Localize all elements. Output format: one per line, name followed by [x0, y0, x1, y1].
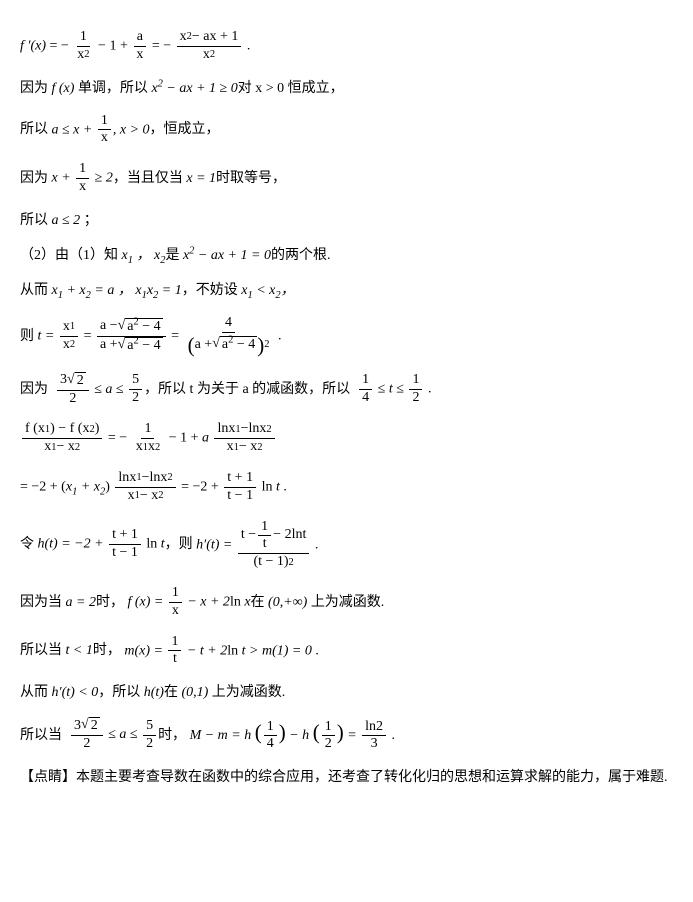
equation-line-11: = −2 + (x1 + x2) ln x1 − ln x2 x1 − x2 =…	[20, 470, 673, 505]
text: （2）由（1）知	[20, 245, 118, 266]
math-expr: = −2 + (x1 + x2) ln x1 − ln x2 x1 − x2 =…	[20, 470, 287, 505]
math-expr: x + 1x ≥ 2	[48, 161, 113, 196]
text: ，当且仅当	[113, 168, 183, 189]
text-line-9: 因为 322 ≤ a ≤ 52 ，所以 t 为关于 a 的减函数，所以 14 ≤…	[20, 372, 673, 408]
text: 时，	[96, 592, 124, 613]
math-expr: M − m = h (14) − h (12) = ln 23 .	[186, 717, 395, 753]
text: 从而	[20, 682, 48, 703]
math-expr: x1 + x2 = a ， x1x2 = 1	[48, 280, 182, 301]
text-line-15: 从而 h′(t) < 0 ，所以 h(t) 在 (0,1) 上为减函数.	[20, 682, 673, 703]
math-expr: f (x1) − f (x2) x1 − x2 = − 1x1x2 − 1 + …	[20, 421, 277, 456]
text: 因为当	[20, 592, 62, 613]
equation-line-10: f (x1) − f (x2) x1 − x2 = − 1x1x2 − 1 + …	[20, 421, 673, 456]
comment-line: 【点睛】本题主要考查导数在函数中的综合应用，还考查了转化化归的思想和运算求解的能…	[20, 767, 673, 788]
math-expr: h′(t) < 0	[48, 682, 98, 703]
text: ，不妨设	[182, 280, 238, 301]
text: ；	[84, 210, 98, 231]
equation-line-12: 令 h(t) = −2 + t + 1t − 1 ln t ，则 h′(t) =…	[20, 519, 673, 571]
text: 所以	[20, 210, 48, 231]
math-expr: x = 1	[183, 168, 216, 189]
text: 时，	[158, 725, 186, 746]
text: 在 (0,+∞) 上为减函数.	[251, 592, 385, 613]
text: ，恒成立，	[150, 119, 220, 140]
text: 所以当	[20, 725, 62, 746]
text-line-7: 从而 x1 + x2 = a ， x1x2 = 1 ，不妨设 x1 < x2，	[20, 280, 673, 301]
text: 的两个根.	[271, 245, 331, 266]
equation-line-8: 则 t = x1x2 = a − a2 − 4 a + a2 − 4 = 4 (…	[20, 315, 673, 358]
math-expr: f (x) = 1x − x + 2ln x	[124, 585, 251, 620]
math-expr: h′(t) = t − 1t − 2ln t (t − 1)2 .	[193, 519, 319, 571]
math-expr: x1 ， x2	[118, 245, 165, 266]
text: 对 x > 0 恒成立，	[238, 78, 344, 99]
math-expr: a ≤ x + 1x, x > 0	[48, 113, 150, 148]
text-line-14: 所以当 t < 1 时， m(x) = 1t − t + 2ln t > m(1…	[20, 634, 673, 669]
math-expr: 322 ≤ a ≤ 52	[48, 372, 144, 408]
text: 在 (0,1) 上为减函数.	[164, 682, 285, 703]
text: 【点睛】本题主要考查导数在函数中的综合应用，还考查了转化化归的思想和运算求解的能…	[20, 767, 668, 788]
math-expr: t = x1x2 = a − a2 − 4 a + a2 − 4 = 4 (a …	[34, 315, 282, 358]
math-expr: x2 − ax + 1 = 0	[179, 245, 271, 266]
text-line-6: （2）由（1）知 x1 ， x2 是 x2 − ax + 1 = 0 的两个根.	[20, 245, 673, 266]
math-expr: f ′(x) = − 1x2 − 1 + ax = − x2 − ax + 1x…	[20, 29, 250, 64]
text: 所以当	[20, 640, 62, 661]
text: 则	[20, 326, 34, 347]
text: 因为	[20, 78, 48, 99]
text-line-3: 所以 a ≤ x + 1x, x > 0 ，恒成立，	[20, 113, 673, 148]
text: ，所以 t 为关于 a 的减函数，所以	[144, 379, 350, 400]
text: 从而	[20, 280, 48, 301]
text: 因为	[20, 168, 48, 189]
math-expr: h(t)	[140, 682, 164, 703]
text: 是	[165, 245, 179, 266]
text: 时，	[93, 640, 121, 661]
math-expr: h(t) = −2 + t + 1t − 1 ln t	[34, 527, 165, 562]
math-expr: x1 < x2，	[238, 280, 295, 301]
math-expr: x2 − ax + 1 ≥ 0	[148, 78, 238, 99]
math-expr: a = 2	[62, 592, 96, 613]
math-expr: f (x)	[48, 78, 78, 99]
text-line-13: 因为当 a = 2 时， f (x) = 1x − x + 2ln x 在 (0…	[20, 585, 673, 620]
text: 令	[20, 534, 34, 555]
equation-line-1: f ′(x) = − 1x2 − 1 + ax = − x2 − ax + 1x…	[20, 29, 673, 64]
text-line-4: 因为 x + 1x ≥ 2 ，当且仅当 x = 1 时取等号，	[20, 161, 673, 196]
math-expr: t < 1	[62, 640, 93, 661]
text-line-5: 所以 a ≤ 2 ；	[20, 210, 673, 231]
text-line-16: 所以当 322 ≤ a ≤ 52 时， M − m = h (14) − h (…	[20, 717, 673, 753]
text: 因为	[20, 379, 48, 400]
math-expr: m(x) = 1t − t + 2ln t > m(1) = 0 .	[121, 634, 319, 669]
text: 所以	[20, 119, 48, 140]
text: 单调，所以	[78, 78, 148, 99]
text-line-2: 因为 f (x) 单调，所以 x2 − ax + 1 ≥ 0 对 x > 0 恒…	[20, 78, 673, 99]
text: ，所以	[98, 682, 140, 703]
math-expr: 14 ≤ t ≤ 12 .	[350, 372, 431, 407]
math-expr: 322 ≤ a ≤ 52	[62, 717, 158, 753]
math-expr: a ≤ 2	[48, 210, 84, 231]
text: 时取等号，	[216, 168, 286, 189]
text: ，则	[165, 534, 193, 555]
